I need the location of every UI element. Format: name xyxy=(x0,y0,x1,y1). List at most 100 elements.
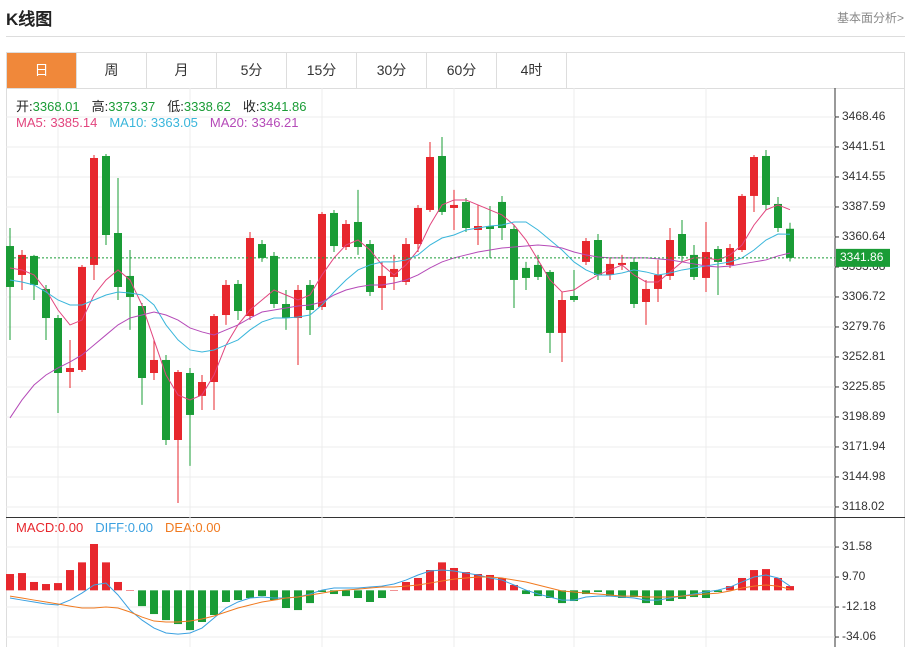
info-label: 开: xyxy=(16,99,33,114)
macd-bar xyxy=(294,590,302,611)
macd-bar xyxy=(378,590,386,599)
candle-body xyxy=(510,228,518,280)
tab[interactable]: 15分 xyxy=(287,53,357,88)
macd-bar xyxy=(774,577,782,591)
legend-value: 3346.21 xyxy=(251,115,299,130)
y-tick-label: 3252.81 xyxy=(842,349,886,363)
candle-body xyxy=(702,252,710,278)
candle-body xyxy=(114,233,122,287)
legend-name: MA20: xyxy=(209,115,248,130)
macd-bar xyxy=(246,590,254,599)
candle-body xyxy=(366,244,374,292)
candle-body xyxy=(414,207,422,245)
macd-bar xyxy=(102,562,110,591)
y-tick-label: 3441.51 xyxy=(842,139,886,153)
ohlc-info: 开:3368.01 高:3373.37 低:3338.62 收:3341.86 xyxy=(16,96,319,115)
macd-bar xyxy=(510,584,518,591)
macd-bar xyxy=(630,590,638,598)
macd-bar xyxy=(30,581,38,591)
legend-value: 0.00 xyxy=(57,520,84,535)
macd-bar xyxy=(570,590,578,602)
candle-body xyxy=(582,241,590,262)
macd-bar xyxy=(558,590,566,604)
macd-bar xyxy=(162,590,170,621)
chart-frame xyxy=(6,88,905,647)
info-label: 高: xyxy=(91,99,109,114)
candle-body xyxy=(234,283,242,312)
tab[interactable]: 月 xyxy=(147,53,217,88)
macd-line xyxy=(9,576,791,623)
macd-bar xyxy=(594,590,602,592)
y-tick-label: 3360.64 xyxy=(842,229,886,243)
candle-body xyxy=(786,228,794,258)
candle-body xyxy=(486,225,494,229)
candle-body xyxy=(246,238,254,317)
legend-value: 0.00 xyxy=(195,520,221,535)
candle-body xyxy=(570,295,578,300)
y-tick-label: 3414.55 xyxy=(842,169,886,183)
info-value: 3368.01 xyxy=(32,99,80,114)
candle-body xyxy=(438,155,446,212)
macd-bar xyxy=(198,590,206,623)
legend-name: MA10: xyxy=(109,115,147,130)
candle-body xyxy=(774,203,782,228)
macd-bar xyxy=(282,590,290,609)
macd-bar xyxy=(330,590,338,595)
y-tick-label: 3225.85 xyxy=(842,379,886,393)
tab[interactable]: 60分 xyxy=(427,53,497,88)
macd-bar xyxy=(762,569,770,591)
ma-line xyxy=(9,199,791,401)
tab[interactable]: 日 xyxy=(7,53,77,88)
macd-bar xyxy=(138,590,146,607)
macd-bar xyxy=(582,590,590,595)
candle-body xyxy=(30,255,38,285)
macd-bar xyxy=(42,584,50,591)
y-tick-label: 3279.76 xyxy=(842,319,886,333)
current-price-box xyxy=(836,248,890,267)
macd-bar xyxy=(318,590,326,592)
candle-body xyxy=(294,289,302,319)
macd-bar xyxy=(306,590,314,604)
macd-bar xyxy=(18,573,26,591)
candle-body xyxy=(42,288,50,319)
legend-name: DEA: xyxy=(165,520,196,535)
macd-bar xyxy=(726,586,734,591)
tab[interactable]: 周 xyxy=(77,53,147,88)
tab[interactable]: 5分 xyxy=(217,53,287,88)
candle-body xyxy=(558,299,566,333)
macd-bar xyxy=(342,590,350,597)
candle-body xyxy=(258,244,266,258)
tab[interactable]: 30分 xyxy=(357,53,427,88)
legend-name: DIFF: xyxy=(95,520,128,535)
ma-line xyxy=(9,244,791,419)
legend-value: 3363.05 xyxy=(150,115,198,130)
candle-body xyxy=(738,195,746,251)
y-tick-label: 3171.94 xyxy=(842,439,886,453)
macd-bar xyxy=(462,572,470,591)
macd-bar xyxy=(438,562,446,591)
candle-body xyxy=(426,156,434,210)
fundamental-link[interactable]: 基本面分析> xyxy=(836,11,904,25)
info-value: 3373.37 xyxy=(108,99,156,114)
candle-body xyxy=(90,157,98,265)
macd-bar xyxy=(6,574,14,591)
y-tick-label: -34.06 xyxy=(842,629,876,643)
macd-bar xyxy=(714,590,722,592)
candle-body xyxy=(174,371,182,440)
macd-bar xyxy=(426,570,434,591)
legend-name: MACD: xyxy=(16,520,58,535)
candle-body xyxy=(198,382,206,396)
info-value: 3338.62 xyxy=(183,99,231,114)
tab[interactable]: 4时 xyxy=(497,53,567,88)
candle-body xyxy=(750,156,758,196)
info-label: 收: xyxy=(242,99,260,114)
candle-body xyxy=(450,204,458,208)
macd-bar xyxy=(90,543,98,591)
candle-body xyxy=(138,306,146,379)
macd-bar xyxy=(654,590,662,606)
candle-body xyxy=(390,268,398,277)
candle-body xyxy=(642,288,650,302)
macd-bar xyxy=(738,577,746,591)
candle-body xyxy=(378,275,386,288)
